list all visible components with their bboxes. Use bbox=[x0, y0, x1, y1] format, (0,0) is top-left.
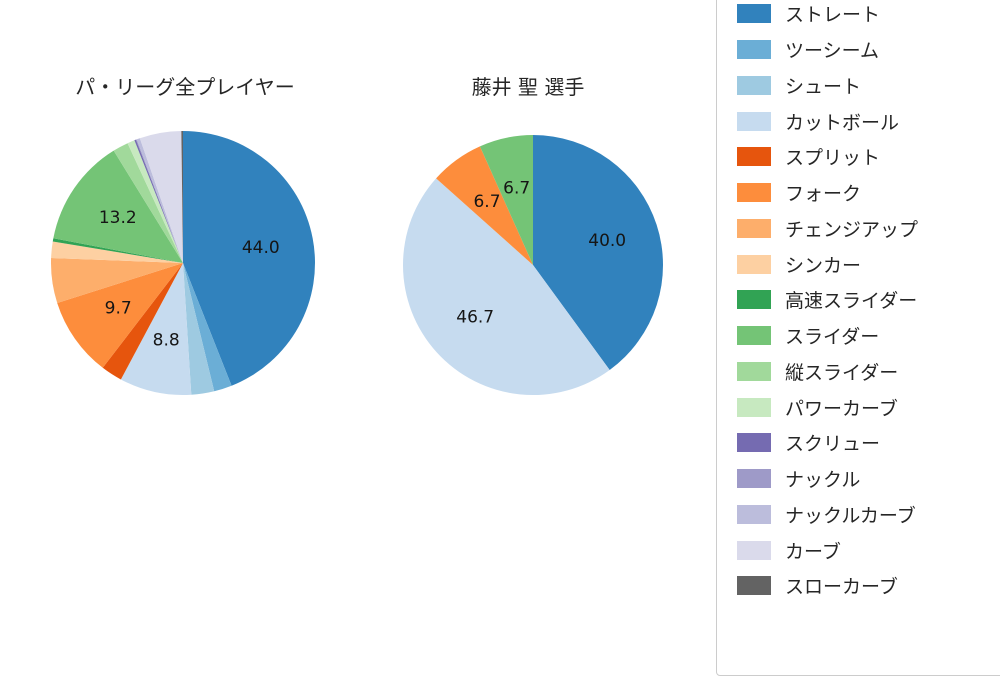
pie-slice-label: 13.2 bbox=[99, 208, 137, 228]
legend-swatch-icon bbox=[737, 290, 771, 310]
chart-title-left: パ・リーグ全プレイヤー bbox=[75, 75, 295, 99]
legend-swatch-icon bbox=[737, 469, 771, 489]
legend-item-label: シンカー bbox=[785, 254, 862, 277]
legend-swatch-icon bbox=[737, 254, 771, 274]
legend-item: スライダー bbox=[737, 318, 1000, 354]
legend-item: ナックルカーブ bbox=[737, 497, 1000, 533]
legend-item: 縦スライダー bbox=[737, 354, 1000, 390]
pie-slice bbox=[402, 178, 610, 396]
legend-item-label: チェンジアップ bbox=[785, 218, 919, 241]
legend-item-label: カーブ bbox=[785, 540, 841, 563]
legend-items: ストレートツーシームシュートカットボール スプリットフォークチェンジアップ シンカー… bbox=[737, 0, 1000, 604]
pie-slice bbox=[183, 263, 232, 392]
pie-slice bbox=[183, 131, 315, 386]
legend-item-label: スプリット bbox=[785, 147, 881, 170]
legend-item: スローカーブ bbox=[737, 568, 1000, 604]
legend-swatch-icon bbox=[737, 433, 771, 453]
pie-slice bbox=[51, 241, 184, 263]
pie-slice bbox=[113, 143, 183, 263]
legend-item: スプリット bbox=[737, 139, 1000, 175]
legend-item-label: スライダー bbox=[785, 326, 880, 349]
pie-slice bbox=[120, 263, 192, 396]
legend-item: 高速スライダー bbox=[737, 282, 1000, 318]
pie-slice bbox=[102, 263, 183, 380]
legend-swatch-icon bbox=[737, 218, 771, 238]
pie-slice-label: 46.7 bbox=[456, 307, 494, 327]
legend-item: パワーカーブ bbox=[737, 389, 1000, 425]
legend-swatch-icon bbox=[737, 147, 771, 167]
legend-item: カーブ bbox=[737, 532, 1000, 568]
pie-slice-label: 6.7 bbox=[503, 179, 530, 199]
pie-slice bbox=[436, 146, 533, 265]
pitch-type-legend: ストレートツーシームシュートカットボール スプリットフォークチェンジアップ シンカー… bbox=[716, 0, 1000, 676]
legend-item: ストレート bbox=[737, 0, 1000, 32]
legend-swatch-icon bbox=[737, 326, 771, 346]
chart-title-right: 藤井 聖 選手 bbox=[471, 75, 585, 99]
pie-slice bbox=[57, 263, 183, 368]
legend-swatch-icon bbox=[737, 183, 771, 203]
legend-item-label: ナックル bbox=[785, 469, 861, 492]
pie-slice bbox=[479, 135, 533, 265]
legend-swatch-icon bbox=[737, 4, 771, 24]
legend-item-label: フォーク bbox=[785, 183, 862, 206]
pie-slice-label: 9.7 bbox=[105, 299, 132, 319]
pie-slice bbox=[135, 139, 183, 263]
legend-item-label: シュート bbox=[785, 75, 862, 98]
legend-item: シュート bbox=[737, 68, 1000, 104]
legend-item-label: パワーカーブ bbox=[785, 397, 898, 420]
pie-slice bbox=[181, 131, 183, 263]
legend-item-label: 縦スライダー bbox=[785, 361, 899, 384]
pie-slice bbox=[127, 140, 183, 263]
pie-slice-label: 40.0 bbox=[588, 231, 626, 251]
legend-swatch-icon bbox=[737, 504, 771, 524]
pie-slice bbox=[53, 150, 184, 263]
pie-slice bbox=[183, 263, 215, 395]
legend-swatch-icon bbox=[737, 576, 771, 596]
legend-item-label: ナックルカーブ bbox=[785, 504, 916, 527]
legend-swatch-icon bbox=[737, 111, 771, 131]
legend-item-label: ストレート bbox=[785, 4, 881, 27]
pie-slice bbox=[139, 131, 183, 263]
pie-slice-label: 44.0 bbox=[242, 238, 280, 258]
legend-item: チェンジアップ bbox=[737, 211, 1000, 247]
legend-item: ナックル bbox=[737, 461, 1000, 497]
legend-swatch-icon bbox=[737, 540, 771, 560]
legend-item: シンカー bbox=[737, 246, 1000, 282]
pie-charts-canvas: 44.0 8.8 9.7 13.2 40.0 46.7 6.76.7 bbox=[50, 131, 664, 396]
legend-item-label: ツーシーム bbox=[785, 40, 880, 63]
legend-item-label: 高速スライダー bbox=[785, 290, 918, 313]
legend-swatch-icon bbox=[737, 397, 771, 417]
pie-slice bbox=[533, 135, 664, 370]
legend-item: スクリュー bbox=[737, 425, 1000, 461]
legend-item: ツーシーム bbox=[737, 32, 1000, 68]
pie-slice bbox=[52, 238, 184, 263]
pie-slice-label: 8.8 bbox=[153, 330, 180, 350]
legend-swatch-icon bbox=[737, 361, 771, 381]
legend-item: フォーク bbox=[737, 175, 1000, 211]
pie-slice-label: 6.7 bbox=[473, 192, 500, 212]
pie-slice bbox=[136, 138, 183, 263]
legend-item-label: スローカーブ bbox=[785, 576, 898, 599]
legend-item-label: カットボール bbox=[785, 111, 900, 134]
legend-item-label: スクリュー bbox=[785, 433, 881, 456]
pie-slice bbox=[50, 258, 183, 303]
pie-slice bbox=[134, 139, 183, 263]
legend-swatch-icon bbox=[737, 75, 771, 95]
legend-swatch-icon bbox=[737, 40, 771, 60]
legend-item: カットボール bbox=[737, 103, 1000, 139]
